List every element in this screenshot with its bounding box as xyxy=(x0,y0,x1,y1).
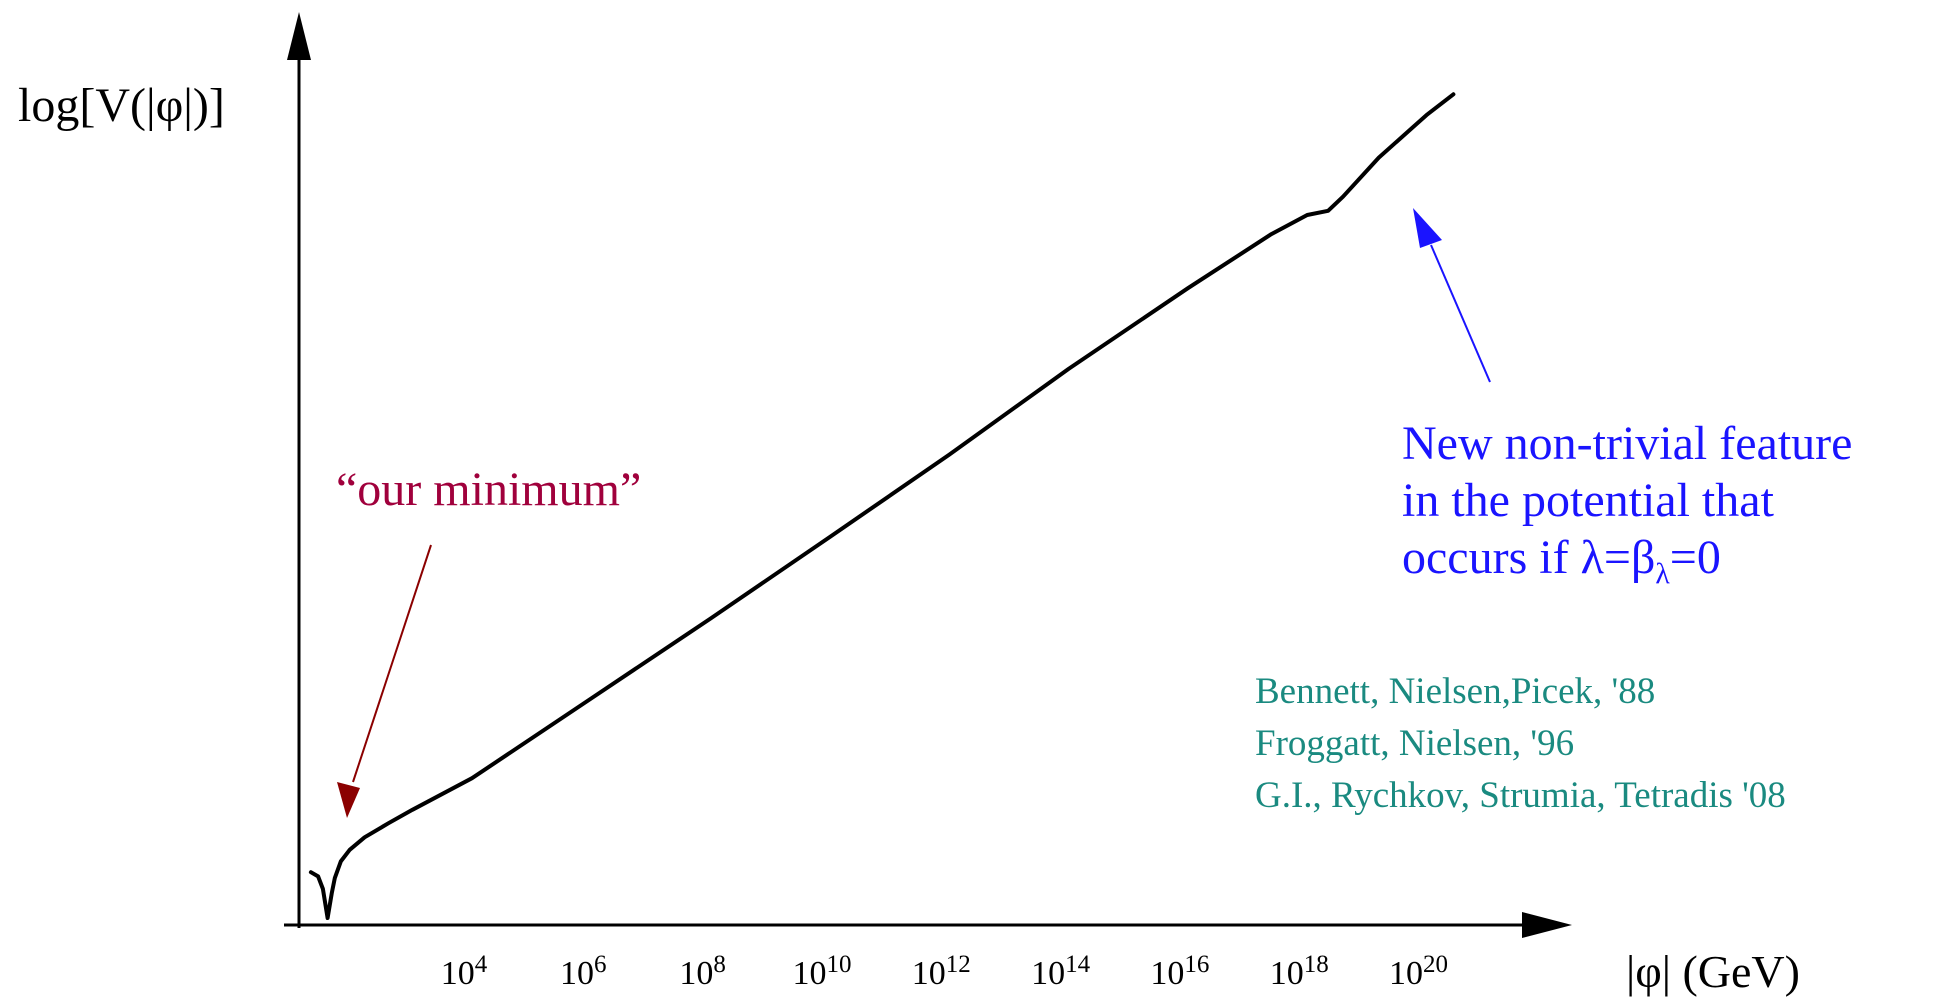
x-tick-exponent: 20 xyxy=(1423,951,1448,978)
our-minimum-annotation: “our minimum” xyxy=(336,463,642,516)
our-minimum-arrow-line xyxy=(352,544,432,783)
reference-1: Bennett, Nielsen,Picek, '88 xyxy=(1255,671,1656,712)
x-tick-label: 108 xyxy=(679,951,726,992)
feature-line-1: New non-trivial feature xyxy=(1402,417,1853,470)
x-tick-base: 10 xyxy=(679,955,713,992)
feature-line-3: occurs if λ=βλ=0 xyxy=(1402,529,1852,603)
x-tick-base: 10 xyxy=(1389,955,1423,992)
references-annotation: Bennett, Nielsen,Picek, '88 Froggatt, Ni… xyxy=(1255,666,1786,822)
x-tick-base: 10 xyxy=(912,955,946,992)
reference-2: Froggatt, Nielsen, '96 xyxy=(1255,723,1575,764)
x-tick-exponent: 14 xyxy=(1065,951,1091,978)
reference-3: G.I., Rychkov, Strumia, Tetradis '08 xyxy=(1255,775,1786,816)
x-tick-label: 106 xyxy=(560,951,607,992)
x-tick-exponent: 4 xyxy=(475,951,488,978)
x-tick-exponent: 6 xyxy=(594,951,607,978)
x-tick-exponent: 8 xyxy=(713,951,726,978)
x-tick-labels: 104 106 108 1010 1012 1014 1016 1018 1020 xyxy=(441,951,1448,992)
feature-line-3-text: occurs if λ=β xyxy=(1402,531,1656,584)
feature-line-3-tail: =0 xyxy=(1669,531,1721,584)
x-tick-exponent: 10 xyxy=(827,951,852,978)
x-tick-exponent: 18 xyxy=(1304,951,1329,978)
x-tick-label: 1012 xyxy=(912,951,971,992)
x-tick-base: 10 xyxy=(793,955,827,992)
feature-annotation: New non-trivial feature in the potential… xyxy=(1402,415,1852,603)
our-minimum-arrowhead xyxy=(337,782,360,818)
x-tick-label: 1018 xyxy=(1270,951,1329,992)
x-tick-base: 10 xyxy=(1031,955,1065,992)
x-tick-label: 104 xyxy=(441,951,488,992)
feature-arrow-line xyxy=(1430,244,1491,383)
x-tick-base: 10 xyxy=(1150,955,1184,992)
x-tick-label: 1010 xyxy=(793,951,852,992)
x-tick-exponent: 16 xyxy=(1184,951,1209,978)
potential-curve xyxy=(308,92,1456,920)
x-tick-base: 10 xyxy=(560,955,594,992)
y-axis-label: log[V(|φ|)] xyxy=(18,79,225,132)
x-tick-exponent: 12 xyxy=(946,951,971,978)
x-axis-arrowhead xyxy=(1522,912,1572,938)
x-tick-label: 1014 xyxy=(1031,951,1091,992)
x-tick-base: 10 xyxy=(1270,955,1304,992)
x-axis-label: |φ| (GeV) xyxy=(1626,946,1800,997)
feature-line-3-sub: λ xyxy=(1655,557,1670,591)
x-tick-base: 10 xyxy=(441,955,475,992)
x-tick-label: 1020 xyxy=(1389,951,1448,992)
feature-arrowhead xyxy=(1413,208,1442,248)
y-axis-arrowhead xyxy=(287,12,311,60)
feature-line-2: in the potential that xyxy=(1402,474,1774,527)
x-tick-label: 1016 xyxy=(1150,951,1209,992)
